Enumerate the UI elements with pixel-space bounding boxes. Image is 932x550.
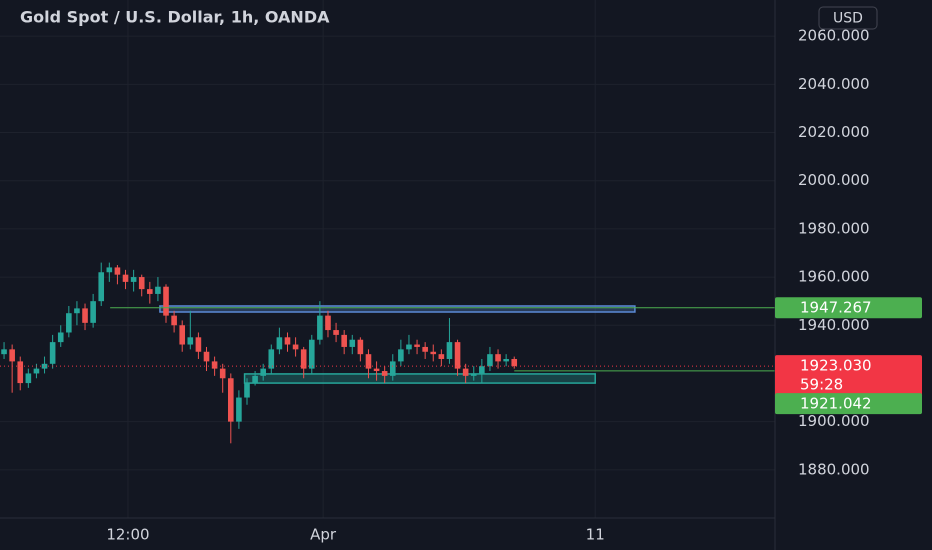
candle-body	[487, 354, 493, 367]
candle-body	[381, 371, 388, 376]
chart-title: Gold Spot / U.S. Dollar, 1h, OANDA	[20, 8, 330, 27]
y-tick-label: 1980.000	[798, 219, 870, 237]
candle-body	[462, 368, 469, 376]
candle-body	[57, 332, 64, 343]
y-tick-label: 2040.000	[798, 75, 870, 93]
candle-body	[414, 344, 420, 347]
candle-body	[244, 383, 250, 398]
y-tick-label: 1880.000	[798, 460, 870, 478]
candle-body	[373, 368, 380, 372]
x-tick-label: 11	[586, 526, 605, 544]
price-label-box	[775, 297, 922, 319]
y-tick-label: 2000.000	[798, 171, 870, 189]
candle-body	[211, 361, 218, 369]
candle-body	[479, 366, 485, 374]
candle-body	[341, 334, 347, 347]
candle-body	[171, 315, 177, 326]
x-tick-label: 12:00	[106, 526, 149, 544]
price-label: 1921.042	[800, 395, 872, 413]
candle-body	[1, 349, 7, 355]
candle-body	[430, 351, 437, 355]
candle-body	[349, 339, 356, 347]
candle-body	[98, 272, 105, 302]
candle-body	[106, 267, 113, 273]
candle-body	[155, 286, 161, 294]
candle-body	[333, 330, 339, 335]
candle-body	[292, 344, 299, 350]
candle-body	[325, 315, 331, 331]
candle-body	[389, 361, 396, 376]
candle-body	[90, 301, 96, 323]
candle-body	[470, 373, 477, 376]
candle-body	[187, 337, 194, 345]
grid	[0, 0, 775, 518]
candle-body	[114, 267, 121, 275]
price-label: 1947.267	[800, 299, 872, 317]
candle-body	[252, 375, 258, 384]
candle-body	[365, 354, 372, 369]
price-label-box	[775, 393, 922, 415]
y-tick-label: 1940.000	[798, 316, 870, 334]
candle-body	[454, 342, 461, 369]
candle-body	[300, 349, 307, 369]
candle-body	[25, 373, 32, 384]
candle-body	[122, 274, 129, 282]
candle-body	[317, 315, 323, 340]
price-label-box	[775, 355, 922, 398]
candle-body	[9, 349, 15, 362]
candle-body	[163, 286, 169, 316]
candle-body	[195, 337, 202, 352]
x-tick-label: Apr	[310, 526, 337, 544]
candle-body	[503, 358, 509, 362]
candle-body	[82, 308, 88, 323]
candle-body	[74, 308, 80, 314]
countdown: 59:28	[800, 376, 843, 394]
currency-label[interactable]: USD	[833, 11, 863, 27]
y-tick-label: 1960.000	[798, 268, 870, 286]
zone	[159, 305, 636, 313]
candle-body	[179, 325, 186, 345]
y-tick-label: 2020.000	[798, 123, 870, 141]
candle-body	[66, 313, 72, 333]
candle-body	[422, 346, 428, 352]
candle-body	[138, 277, 145, 290]
candle-body	[236, 397, 242, 422]
candle-body	[308, 339, 315, 369]
candle-body	[203, 351, 210, 362]
currency-button[interactable]	[818, 6, 878, 30]
candle-body	[357, 339, 364, 355]
candle-body	[147, 289, 153, 294]
candle-body	[398, 349, 404, 362]
y-tick-label: 1900.000	[798, 412, 870, 430]
candle-body	[260, 368, 266, 376]
zone	[243, 373, 596, 384]
candle-body	[511, 358, 518, 367]
candle-body	[17, 361, 24, 384]
y-tick-label: 2060.000	[798, 27, 870, 45]
plot	[0, 262, 775, 444]
candle-body	[284, 337, 291, 345]
candle-body	[268, 349, 275, 369]
candle-body	[276, 337, 283, 350]
axes: 1880.000 1900.000 1940.000 1960.000 1980.000…	[106, 27, 922, 544]
candle-body	[438, 354, 445, 359]
candle-body	[130, 277, 137, 282]
candle-body	[33, 368, 40, 374]
candle-body	[446, 342, 453, 359]
candle-body	[219, 368, 226, 379]
candle-body	[227, 378, 234, 422]
candle-body	[49, 342, 56, 364]
candle-body	[406, 344, 412, 350]
price-label: 1923.030	[800, 357, 872, 375]
candle-body	[495, 354, 501, 362]
